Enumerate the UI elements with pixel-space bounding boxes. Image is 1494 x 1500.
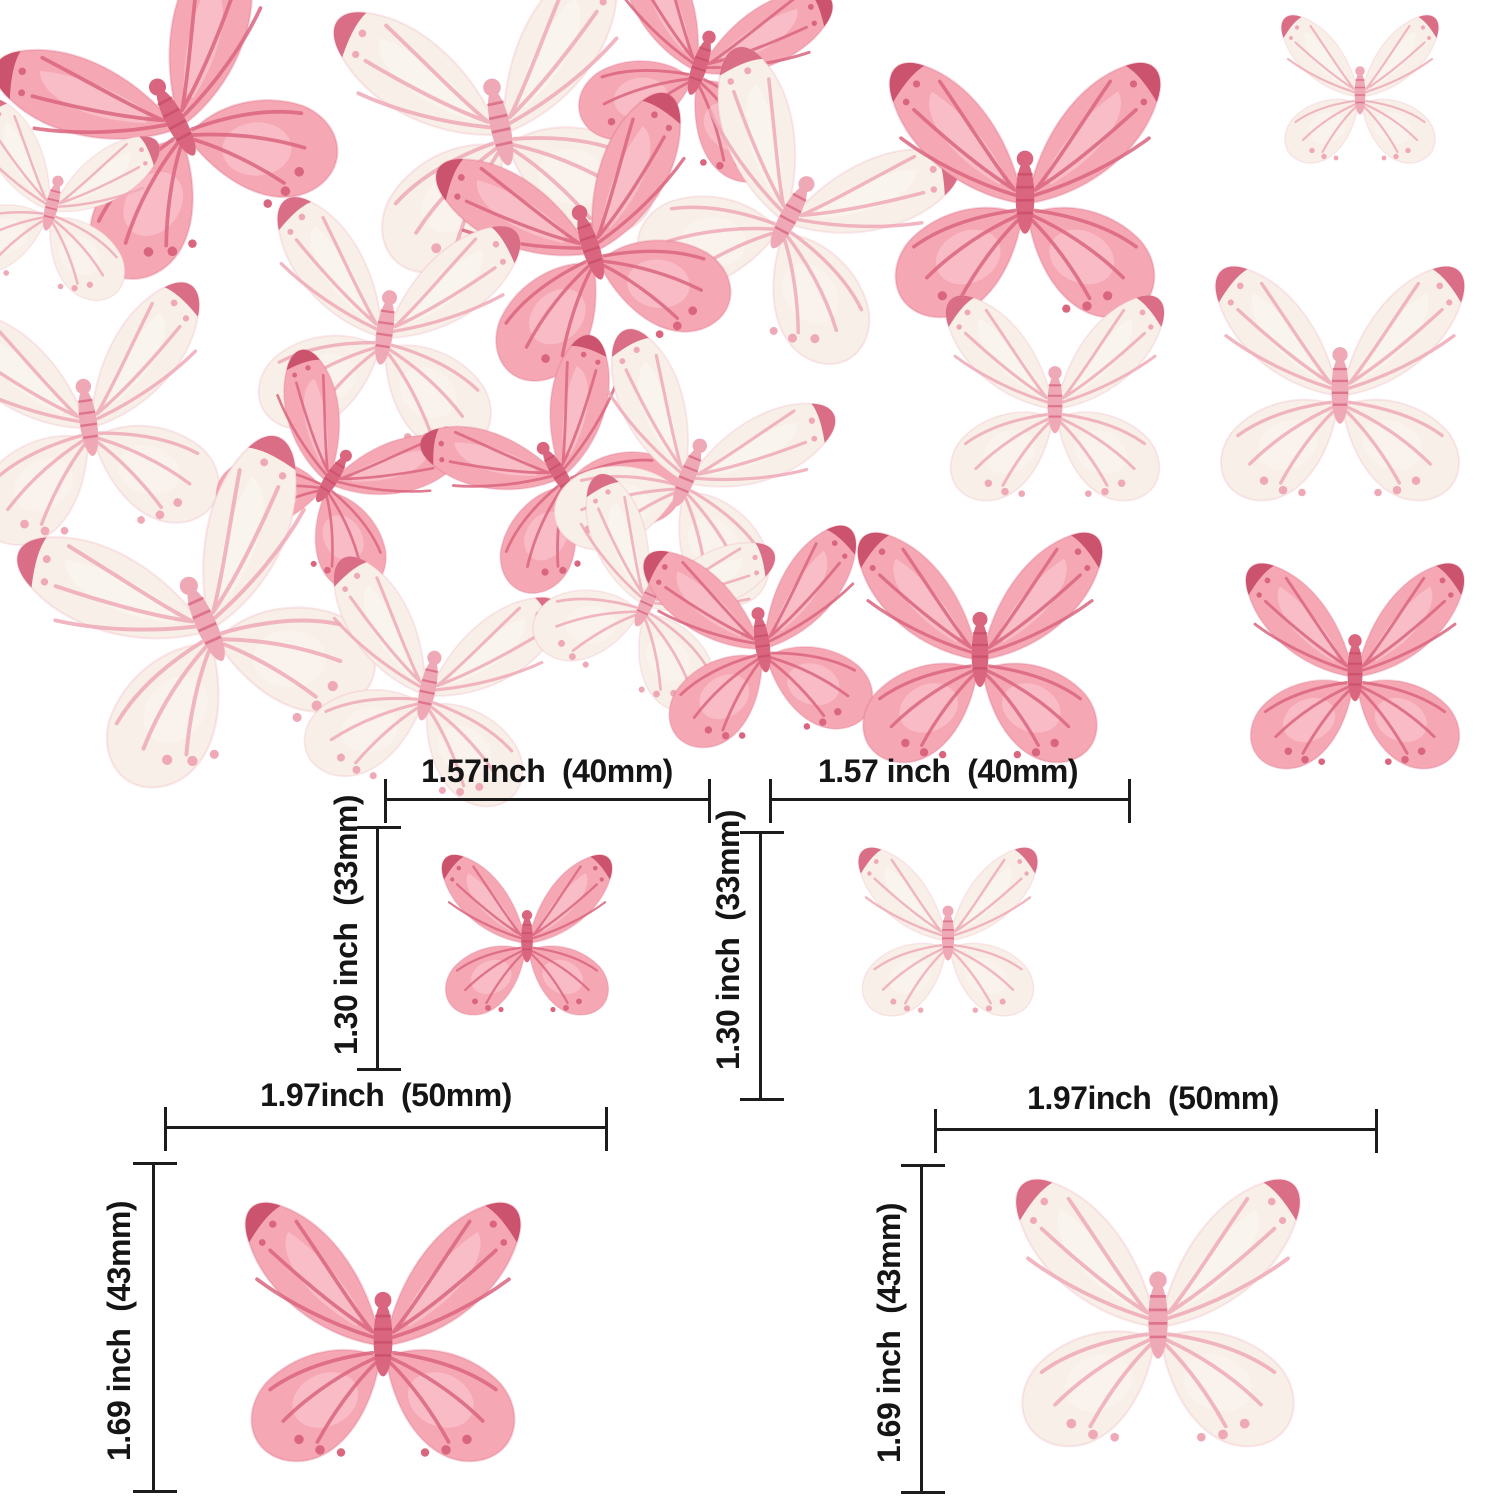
width-dimension-label: 1.57 inch (40mm): [817, 753, 1079, 789]
butterfly-pink: [858, 533, 1102, 763]
width-dimension-line: [769, 779, 1131, 823]
butterfly-cream: [859, 848, 1038, 1016]
height-dimension-line: [133, 1162, 177, 1493]
width-dimension-line: [164, 1107, 608, 1151]
width-dimension-line: [934, 1109, 1378, 1153]
butterfly-cream: [0, 280, 229, 551]
height-dimension-label: 1.69 inch (43mm): [870, 1202, 907, 1464]
height-dimension-line: [901, 1164, 945, 1494]
height-dimension-label: 1.30 inch (33mm): [709, 809, 746, 1071]
width-dimension-label: 1.97inch (50mm): [260, 1077, 512, 1113]
butterfly-pink: [246, 1203, 521, 1462]
height-dimension-label: 1.69 inch (43mm): [100, 1200, 137, 1462]
width-dimension-line: [384, 779, 711, 823]
width-dimension-label: 1.57inch (40mm): [421, 753, 673, 789]
height-dimension-line: [740, 831, 784, 1101]
height-dimension-line: [357, 826, 401, 1071]
butterfly-pink: [442, 855, 612, 1015]
butterfly-cream: [1016, 1180, 1300, 1447]
butterfly-cream: [1281, 15, 1438, 163]
width-dimension-label: 1.97inch (50mm): [1027, 1080, 1279, 1116]
butterfly-pink: [1246, 563, 1464, 768]
butterfly-cream: [946, 295, 1164, 500]
butterfly-cream: [1216, 267, 1465, 501]
height-dimension-label: 1.30 inch (33mm): [327, 794, 364, 1056]
